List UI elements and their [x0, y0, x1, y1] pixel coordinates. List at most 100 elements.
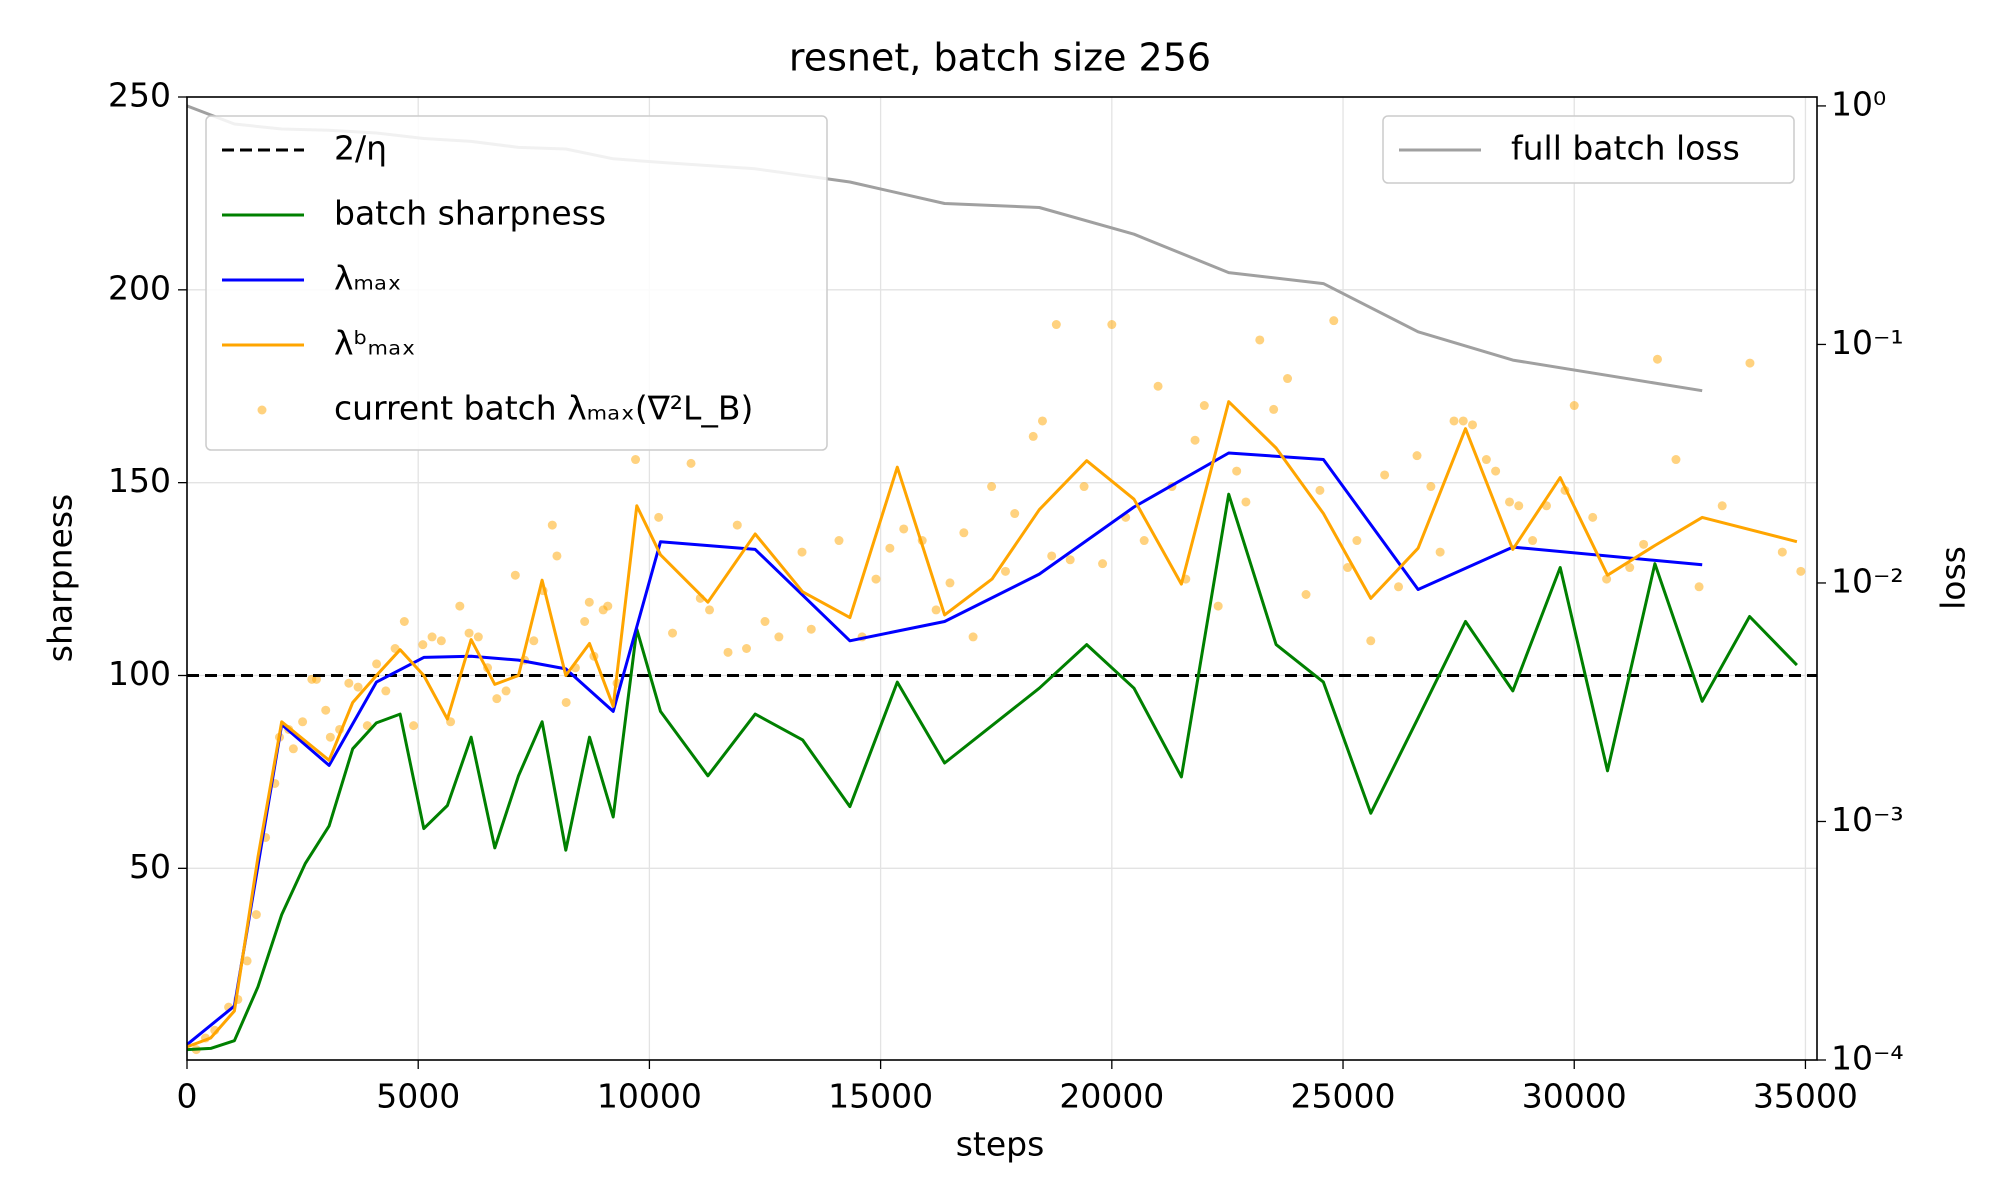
scatter-point	[1588, 512, 1598, 522]
legend-box	[1382, 115, 1795, 184]
y-tick-label: 50	[129, 847, 171, 886]
scatter-point	[834, 536, 844, 546]
scatter-point	[1426, 482, 1436, 492]
scatter-point	[311, 674, 321, 684]
x-tick-label: 35000	[1753, 1077, 1858, 1116]
scatter-point	[1352, 536, 1362, 546]
scatter-point	[1412, 451, 1422, 461]
scatter-point	[1269, 404, 1279, 414]
scatter-point	[1777, 547, 1787, 557]
scatter-point	[344, 678, 354, 688]
scatter-point	[436, 636, 446, 646]
scatter-point	[732, 520, 742, 530]
scatter-point	[1435, 547, 1445, 557]
scatter-point	[654, 512, 664, 522]
scatter-point	[603, 601, 613, 611]
scatter-point	[1153, 381, 1163, 391]
scatter-point	[1255, 335, 1265, 345]
scatter-point	[1528, 536, 1538, 546]
scatter-point	[885, 543, 895, 553]
scatter-point	[1671, 455, 1681, 465]
legend-marker	[257, 405, 267, 415]
line-series	[187, 492, 1798, 1052]
scatter-point	[1301, 590, 1311, 600]
scatter-point	[1343, 563, 1353, 573]
legend-label: λᵇₘₐₓ	[334, 324, 416, 363]
legend-label: 2/η	[334, 129, 387, 168]
y-tick-label: 150	[108, 461, 171, 500]
scatter-point	[561, 697, 571, 707]
scatter-point	[1199, 401, 1209, 411]
y2-tick-label: 10⁻³	[1831, 800, 1904, 839]
scatter-point	[455, 601, 465, 611]
scatter-point	[1468, 420, 1478, 430]
scatter-point	[418, 640, 428, 650]
x-tick-label: 15000	[828, 1077, 933, 1116]
x-axis-label: steps	[956, 1125, 1045, 1164]
scatter-point	[1107, 320, 1117, 330]
x-tick-label: 20000	[1059, 1077, 1164, 1116]
scatter-point	[760, 617, 770, 627]
scatter-point	[931, 605, 941, 615]
y2-tick-label: 10⁻²	[1831, 561, 1904, 600]
chart-title: resnet, batch size 256	[789, 36, 1211, 80]
legend-label: current batch λₘₐₓ(∇²L_B)	[334, 389, 753, 428]
scatter-point	[1458, 416, 1468, 426]
scatter-point	[1625, 563, 1635, 573]
scatter-point	[353, 682, 363, 692]
scatter-point	[871, 574, 881, 584]
scatter-point	[1366, 636, 1376, 646]
scatter-point	[399, 617, 409, 627]
x-tick-label: 30000	[1522, 1077, 1627, 1116]
y-tick-label: 100	[108, 654, 171, 693]
legend-box	[205, 115, 828, 451]
scatter-point	[1514, 501, 1524, 511]
line-series	[187, 400, 1798, 1049]
scatter-point	[584, 597, 594, 607]
scatter-point	[1504, 497, 1514, 507]
scatter-point	[251, 910, 261, 920]
scatter-point	[298, 717, 308, 727]
scatter-point	[1639, 539, 1649, 549]
scatter-point	[325, 732, 335, 742]
scatter-point	[1283, 374, 1293, 384]
scatter-point	[1028, 431, 1038, 441]
plot-frame	[186, 96, 1818, 1061]
y-tick-label: 250	[108, 76, 171, 115]
scatter-point	[774, 632, 784, 642]
scatter-point	[1051, 320, 1061, 330]
scatter-point	[321, 705, 331, 715]
y2-tick-label: 10⁰	[1831, 84, 1886, 123]
x-tick-label: 10000	[597, 1077, 702, 1116]
legend-label: λₘₐₓ	[334, 259, 402, 298]
scatter-point	[1796, 566, 1806, 576]
scatter-point	[1602, 574, 1612, 584]
scatter-point	[580, 617, 590, 627]
scatter-point	[529, 636, 539, 646]
scatter-point	[1329, 316, 1339, 326]
scatter-point	[686, 458, 696, 468]
y2-tick-label: 10⁻⁴	[1831, 1039, 1904, 1078]
scatter-point	[1717, 501, 1727, 511]
x-tick-label: 0	[177, 1077, 198, 1116]
y-tick-label: 200	[108, 268, 171, 307]
legend-label: batch sharpness	[334, 194, 606, 233]
scatter-point	[1481, 455, 1491, 465]
scatter-point	[631, 455, 641, 465]
scatter-point	[492, 694, 502, 704]
scatter-point	[1190, 435, 1200, 445]
scatter-point	[1449, 416, 1459, 426]
scatter-point	[1380, 470, 1390, 480]
scatter-point	[372, 659, 382, 669]
scatter-point	[987, 482, 997, 492]
scatter-point	[473, 632, 483, 642]
scatter-point	[464, 628, 474, 638]
scatter-point	[362, 721, 372, 731]
scatter-point	[668, 628, 678, 638]
scatter-point	[1569, 401, 1579, 411]
scatter-point	[705, 605, 715, 615]
scatter-point	[899, 524, 909, 534]
scatter-point	[945, 578, 955, 588]
y2-axis-label: loss	[1934, 546, 1973, 610]
legend-label: full batch loss	[1511, 129, 1740, 168]
